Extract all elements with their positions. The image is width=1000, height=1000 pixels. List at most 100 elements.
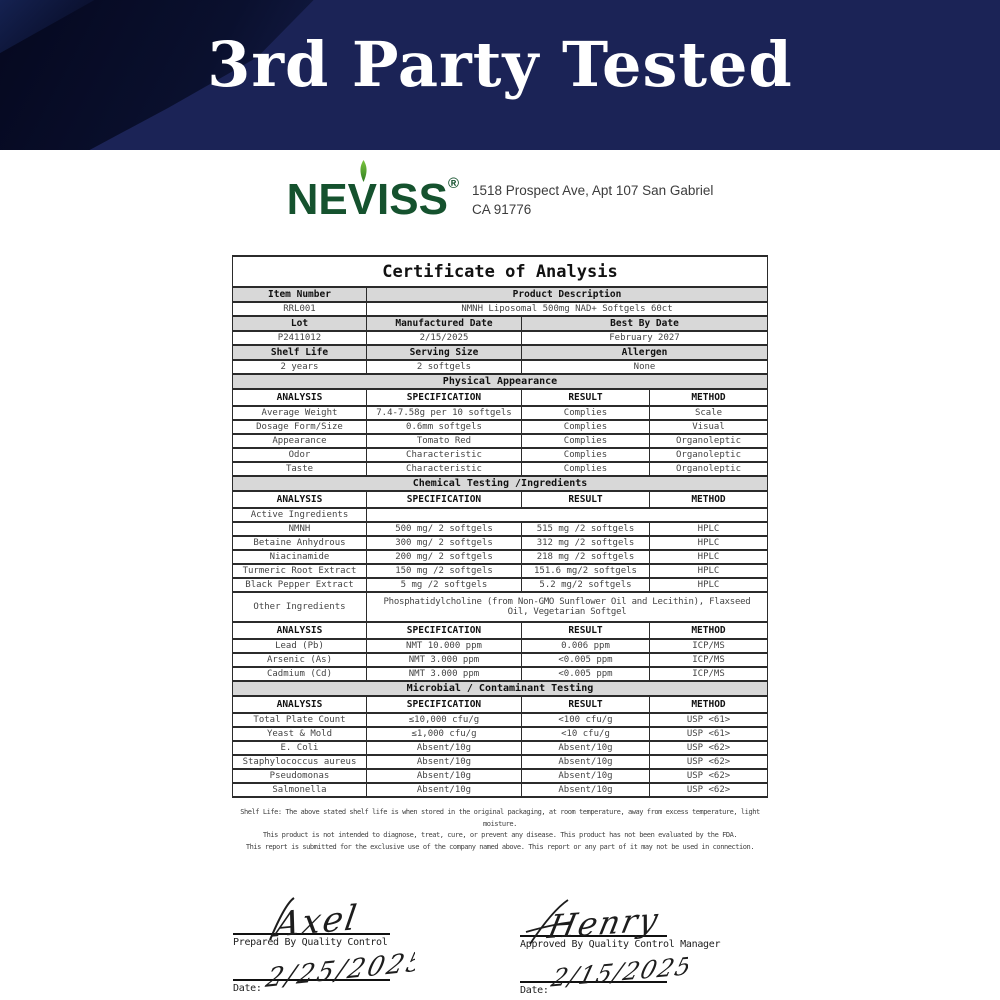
coa-data-row: Salmonella Absent/10g Absent/10g USP <62>	[231, 782, 769, 798]
coa-data-row: Betaine Anhydrous 300 mg/ 2 softgels 312 m…	[231, 535, 769, 551]
date-label: Date:	[233, 983, 262, 994]
coa-cell: Absent/10g	[520, 768, 650, 784]
coa-data-row: Dosage Form/Size 0.6mm softgels Complies Vi…	[231, 419, 769, 435]
leaf-icon	[360, 160, 367, 182]
coa-cell: 2 softgels	[365, 359, 522, 375]
coa-cell: Phosphatidylcholine (from Non-GMO Sunflo…	[365, 591, 769, 623]
coa-table: Certificate of Analysis Item Number Produc…	[231, 255, 769, 798]
coa-data-row: Lead (Pb) NMT 10.000 ppm 0.006 ppm ICP/MS	[231, 638, 769, 654]
address-line-2: CA 91776	[472, 201, 532, 217]
coa-cell: Best By Date	[520, 315, 769, 332]
date-label: Date:	[520, 985, 549, 996]
coa-cell: Arsenic (As)	[231, 652, 367, 668]
coa-cell: Appearance	[231, 433, 367, 449]
coa-cell: RESULT	[520, 490, 650, 509]
coa-title-row: Certificate of Analysis	[231, 255, 769, 288]
coa-data-row: Black Pepper Extract 5 mg /2 softgels 5.2 …	[231, 577, 769, 593]
coa-colhead-row: ANALYSIS SPECIFICATION RESULT METHOD	[231, 490, 769, 509]
registered-mark-icon: ®	[447, 175, 460, 192]
brand-address: 1518 Prospect Ave, Apt 107 San Gabriel C…	[472, 182, 713, 220]
coa-data-row: P2411012 2/15/2025 February 2027	[231, 330, 769, 346]
coa-data-row: Appearance Tomato Red Complies Organoleptic	[231, 433, 769, 449]
coa-cell: SPECIFICATION	[365, 490, 522, 509]
coa-cell: RESULT	[520, 695, 650, 714]
coa-cell: NMNH Liposomal 500mg NAD+ Softgels 60ct	[365, 301, 769, 317]
coa-data-row: Other Ingredients Phosphatidylcholine (fr…	[231, 591, 769, 623]
coa-cell: 5.2 mg/2 softgels	[520, 577, 650, 593]
coa-data-row: Pseudomonas Absent/10g Absent/10g USP <62>	[231, 768, 769, 784]
coa-cell: Dosage Form/Size	[231, 419, 367, 435]
coa-cell: Salmonella	[231, 782, 367, 798]
coa-cell: P2411012	[231, 330, 367, 346]
coa-cell: USP <61>	[648, 726, 769, 742]
coa-cell: HPLC	[648, 535, 769, 551]
coa-cell: Allergen	[520, 344, 769, 361]
coa-cell: Yeast & Mold	[231, 726, 367, 742]
disclaimer-block: Shelf Life: The above stated shelf life …	[0, 807, 1000, 853]
coa-cell: Cadmium (Cd)	[231, 666, 367, 682]
coa-cell: 0.006 ppm	[520, 638, 650, 654]
coa-cell: USP <62>	[648, 740, 769, 756]
coa-data-row: RRL001 NMNH Liposomal 500mg NAD+ Softgels…	[231, 301, 769, 317]
coa-cell: 150 mg /2 softgels	[365, 563, 522, 579]
date-line	[233, 948, 390, 981]
coa-cell: February 2027	[520, 330, 769, 346]
brand-row: NEVISS® 1518 Prospect Ave, Apt 107 San G…	[0, 160, 1000, 230]
coa-cell: Complies	[520, 433, 650, 449]
coa-cell: RESULT	[520, 388, 650, 407]
coa-cell: SPECIFICATION	[365, 621, 522, 640]
coa-data-row: Staphylococcus aureus Absent/10g Absent/10…	[231, 754, 769, 770]
coa-cell: HPLC	[648, 563, 769, 579]
coa-cell: <10 cfu/g	[520, 726, 650, 742]
coa-cell: Active Ingredients	[231, 507, 367, 523]
coa-cell: ANALYSIS	[231, 695, 367, 714]
coa-cell: HPLC	[648, 521, 769, 537]
coa-data-row: Arsenic (As) NMT 3.000 ppm <0.005 ppm ICP/M…	[231, 652, 769, 668]
coa-cell: <0.005 ppm	[520, 652, 650, 668]
coa-cell: Characteristic	[365, 447, 522, 463]
coa-cell: METHOD	[648, 621, 769, 640]
coa-cell: Lead (Pb)	[231, 638, 367, 654]
coa-cell: USP <62>	[648, 782, 769, 798]
coa-section-row: Chemical Testing /Ingredients	[231, 475, 769, 492]
brand-logo: NEVISS®	[286, 160, 460, 224]
coa-cell: Lot	[231, 315, 367, 332]
coa-cell: 2/15/2025	[365, 330, 522, 346]
coa-section-row: Microbial / Contaminant Testing	[231, 680, 769, 697]
coa-cell: Absent/10g	[365, 740, 522, 756]
coa-data-row: 2 years 2 softgels None	[231, 359, 769, 375]
coa-cell: <0.005 ppm	[520, 666, 650, 682]
coa-cell: ICP/MS	[648, 652, 769, 668]
coa-data-row: Odor Characteristic Complies Organoleptic	[231, 447, 769, 463]
coa-cell: RESULT	[520, 621, 650, 640]
coa-cell: Certificate of Analysis	[231, 255, 769, 288]
coa-cell: Absent/10g	[365, 754, 522, 770]
coa-cell: 151.6 mg/2 softgels	[520, 563, 650, 579]
coa-cell: 500 mg/ 2 softgels	[365, 521, 522, 537]
coa-cell: Serving Size	[365, 344, 522, 361]
coa-cell: Average Weight	[231, 405, 367, 421]
coa-cell: 200 mg/ 2 softgels	[365, 549, 522, 565]
brand-name: NEVISS	[286, 175, 448, 224]
disclaimer-line: Shelf Life: The above stated shelf life …	[240, 808, 760, 816]
coa-cell: 312 mg /2 softgels	[520, 535, 650, 551]
coa-cell: Complies	[520, 419, 650, 435]
coa-cell: Absent/10g	[365, 782, 522, 798]
approved-signature-block: Approved By Quality Control Manager Date…	[520, 919, 721, 996]
coa-cell: USP <62>	[648, 754, 769, 770]
coa-data-row: Cadmium (Cd) NMT 3.000 ppm <0.005 ppm ICP/M…	[231, 666, 769, 682]
top-banner: 3rd Party Tested	[0, 0, 1000, 150]
coa-cell	[365, 507, 769, 523]
coa-cell: 2 years	[231, 359, 367, 375]
coa-cell: Odor	[231, 447, 367, 463]
coa-cell: Total Plate Count	[231, 712, 367, 728]
coa-cell: NMT 3.000 ppm	[365, 652, 522, 668]
coa-cell: Complies	[520, 447, 650, 463]
date-line	[520, 950, 667, 983]
coa-cell: ANALYSIS	[231, 490, 367, 509]
coa-cell: NMT 3.000 ppm	[365, 666, 522, 682]
disclaimer-line: moisture.	[483, 819, 517, 828]
coa-cell: Turmeric Root Extract	[231, 563, 367, 579]
coa-cell: Manufactured Date	[365, 315, 522, 332]
coa-label-row: Lot Manufactured Date Best By Date	[231, 315, 769, 332]
